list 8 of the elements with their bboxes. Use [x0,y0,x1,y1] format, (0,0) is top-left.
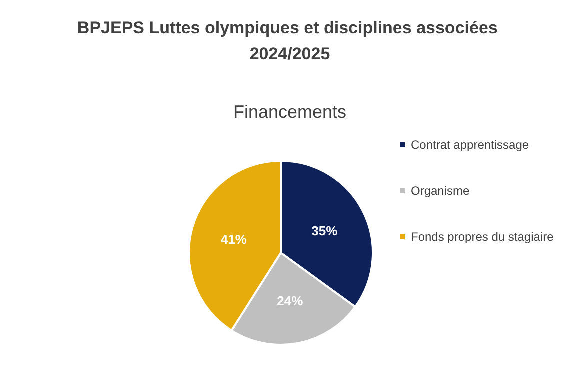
data-label: 41% [220,232,248,247]
data-label: 24% [277,294,304,309]
data-label: 35% [312,223,338,238]
legend-label: Fonds propres du stagiaire [411,230,554,244]
legend-label: Contrat apprentissage [411,138,530,152]
legend-label: Organisme [411,184,470,198]
chart-subtitle: Financements [233,102,347,122]
chart-title: BPJEPS Luttes olympiques et disciplines associées 2024/2025 [77,18,503,64]
